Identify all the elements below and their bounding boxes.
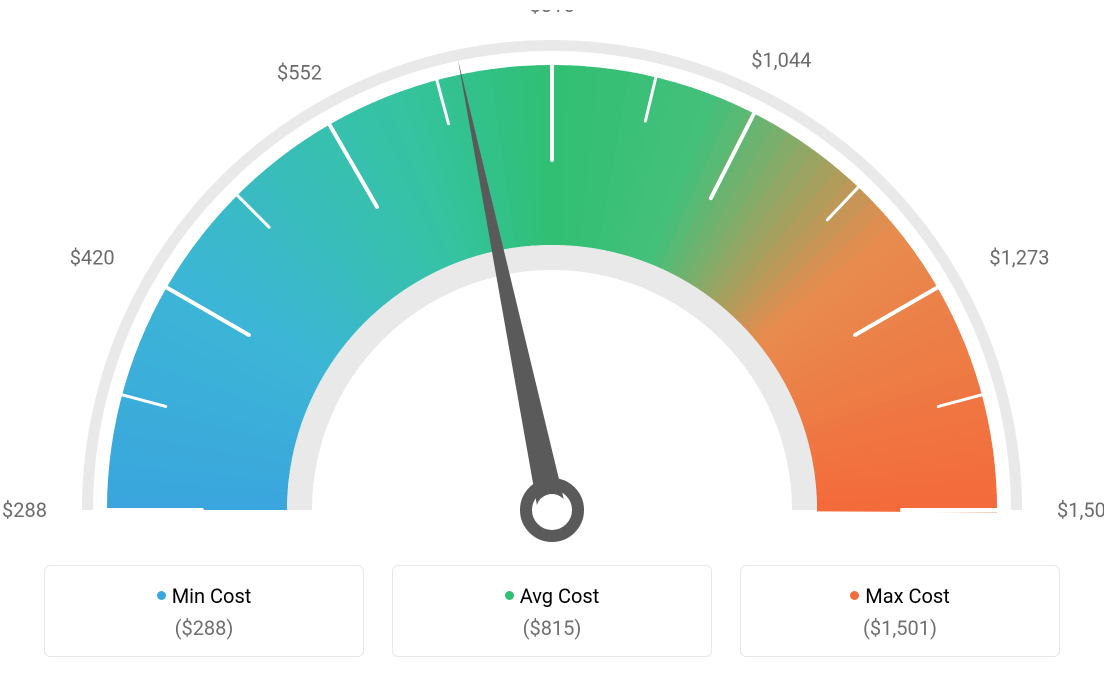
legend-avg-title-row: Avg Cost <box>403 584 701 608</box>
gauge-svg: $288 $420 $552 $815 $1,044 $1,273 $1,501 <box>0 10 1104 565</box>
legend-row: Min Cost ($288) Avg Cost ($815) Max Cost… <box>0 565 1104 657</box>
legend-avg-value: ($815) <box>403 616 701 640</box>
legend-max-title-row: Max Cost <box>751 584 1049 608</box>
gauge-chart: $288 $420 $552 $815 $1,044 $1,273 $1,501 <box>0 0 1104 555</box>
dot-icon <box>505 591 514 600</box>
dot-icon <box>157 591 166 600</box>
svg-text:$815: $815 <box>530 10 575 17</box>
legend-min-title: Min Cost <box>172 584 252 608</box>
legend-card-min: Min Cost ($288) <box>44 565 364 657</box>
svg-text:$1,044: $1,044 <box>751 48 811 72</box>
legend-max-title: Max Cost <box>865 584 950 608</box>
svg-text:$1,273: $1,273 <box>989 246 1049 270</box>
svg-text:$552: $552 <box>277 61 322 85</box>
legend-card-max: Max Cost ($1,501) <box>740 565 1060 657</box>
legend-max-value: ($1,501) <box>751 616 1049 640</box>
legend-min-value: ($288) <box>55 616 353 640</box>
svg-text:$288: $288 <box>2 498 47 522</box>
svg-text:$1,501: $1,501 <box>1057 498 1104 522</box>
dot-icon <box>850 591 859 600</box>
legend-card-avg: Avg Cost ($815) <box>392 565 712 657</box>
legend-avg-title: Avg Cost <box>520 584 600 608</box>
svg-text:$420: $420 <box>70 246 115 270</box>
legend-min-title-row: Min Cost <box>55 584 353 608</box>
